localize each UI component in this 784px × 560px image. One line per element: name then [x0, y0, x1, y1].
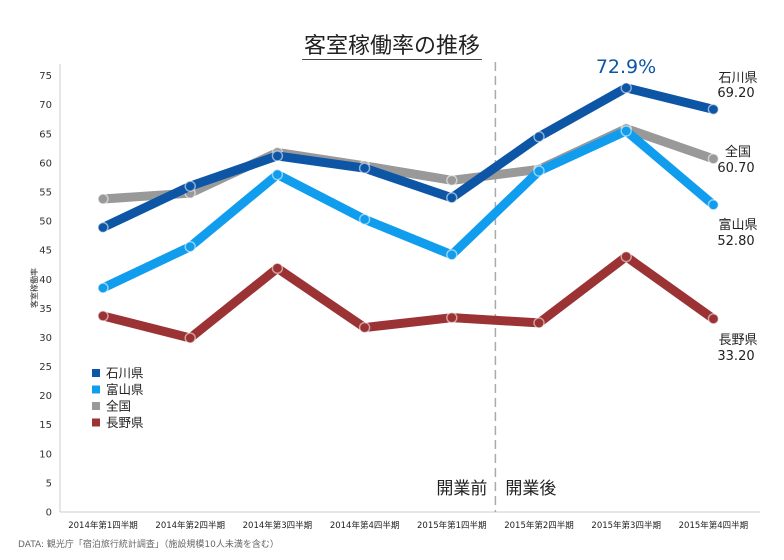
- y-tick-label: 35: [39, 304, 52, 315]
- y-tick-label: 60: [39, 158, 52, 169]
- y-tick-label: 30: [39, 333, 52, 344]
- end-label-value: 60.70: [717, 161, 754, 176]
- end-label-name: 長野県: [718, 333, 757, 348]
- x-tick-label: 2014年第2四半期: [155, 520, 225, 531]
- peak-annotation: 72.9%: [596, 56, 656, 78]
- data-point: [446, 249, 458, 261]
- y-tick-label: 5: [46, 478, 52, 489]
- chart-title: 客室稼働率の推移: [301, 34, 482, 60]
- end-label-name: 全国: [725, 144, 751, 160]
- data-point: [358, 321, 371, 334]
- y-tick-label: 0: [46, 508, 52, 519]
- legend-label: 全国: [106, 399, 131, 414]
- y-tick-label: 10: [39, 449, 52, 460]
- data-point: [446, 174, 458, 187]
- y-tick-label: 40: [39, 275, 52, 286]
- data-point: [184, 180, 196, 192]
- y-tick-label: 65: [39, 129, 52, 140]
- end-label-value: 33.20: [717, 349, 754, 364]
- data-point: [620, 250, 632, 263]
- data-point: [271, 150, 284, 162]
- data-point: [358, 162, 371, 174]
- data-point: [184, 332, 196, 344]
- legend-label: 富山県: [106, 382, 144, 397]
- x-tick-label: 2015年第1四半期: [417, 520, 487, 531]
- legend-swatch: [92, 402, 100, 410]
- data-point: [97, 221, 109, 234]
- end-label-name: 石川県: [718, 71, 757, 86]
- series-line: [98, 83, 718, 232]
- series-line: [98, 126, 718, 293]
- data-point: [97, 282, 109, 294]
- data-point: [97, 193, 109, 205]
- end-label-value: 52.80: [717, 234, 754, 249]
- data-point: [271, 168, 284, 181]
- y-tick-label: 50: [39, 217, 52, 228]
- data-point: [184, 240, 196, 253]
- legend-swatch: [92, 369, 100, 377]
- data-point: [620, 125, 632, 137]
- source-note: DATA: 観光庁「宿泊旅行統計調査」（施設規模10人未満を含む）: [18, 540, 279, 550]
- y-tick-label: 15: [39, 420, 52, 431]
- legend-label: 石川県: [106, 366, 144, 381]
- legend-swatch: [92, 385, 100, 394]
- data-point: [707, 103, 720, 116]
- data-point: [446, 311, 458, 324]
- y-tick-label: 45: [39, 246, 52, 257]
- data-point: [271, 262, 284, 274]
- data-point: [533, 165, 545, 177]
- y-tick-label: 25: [39, 362, 52, 373]
- data-point: [446, 192, 458, 204]
- y-tick-label: 75: [39, 71, 52, 82]
- data-point: [707, 313, 720, 325]
- data-point: [533, 131, 545, 143]
- end-label-value: 69.20: [717, 86, 754, 101]
- y-tick-label: 70: [39, 100, 52, 111]
- before-label: 開業前: [436, 479, 487, 499]
- data-point: [97, 310, 109, 322]
- series-line: [98, 252, 718, 343]
- legend-swatch: [92, 418, 100, 427]
- data-point: [707, 199, 720, 211]
- data-point: [358, 213, 371, 226]
- legend-label: 長野県: [106, 415, 144, 430]
- x-tick-label: 2015年第2四半期: [504, 520, 574, 531]
- x-tick-label: 2014年第1四半期: [68, 520, 138, 531]
- x-tick-label: 2015年第3四半期: [591, 520, 661, 531]
- y-tick-label: 20: [39, 391, 52, 402]
- x-tick-label: 2014年第4四半期: [330, 520, 400, 531]
- data-point: [620, 82, 632, 94]
- data-point: [707, 153, 720, 165]
- after-label: 開業後: [505, 479, 556, 499]
- y-tick-label: 55: [39, 188, 52, 199]
- data-point: [533, 317, 545, 329]
- x-tick-label: 2015年第4四半期: [679, 520, 749, 531]
- y-axis-label: 客室稼働率: [29, 268, 39, 308]
- x-tick-label: 2014年第3四半期: [243, 520, 313, 531]
- end-label-name: 富山県: [718, 217, 757, 233]
